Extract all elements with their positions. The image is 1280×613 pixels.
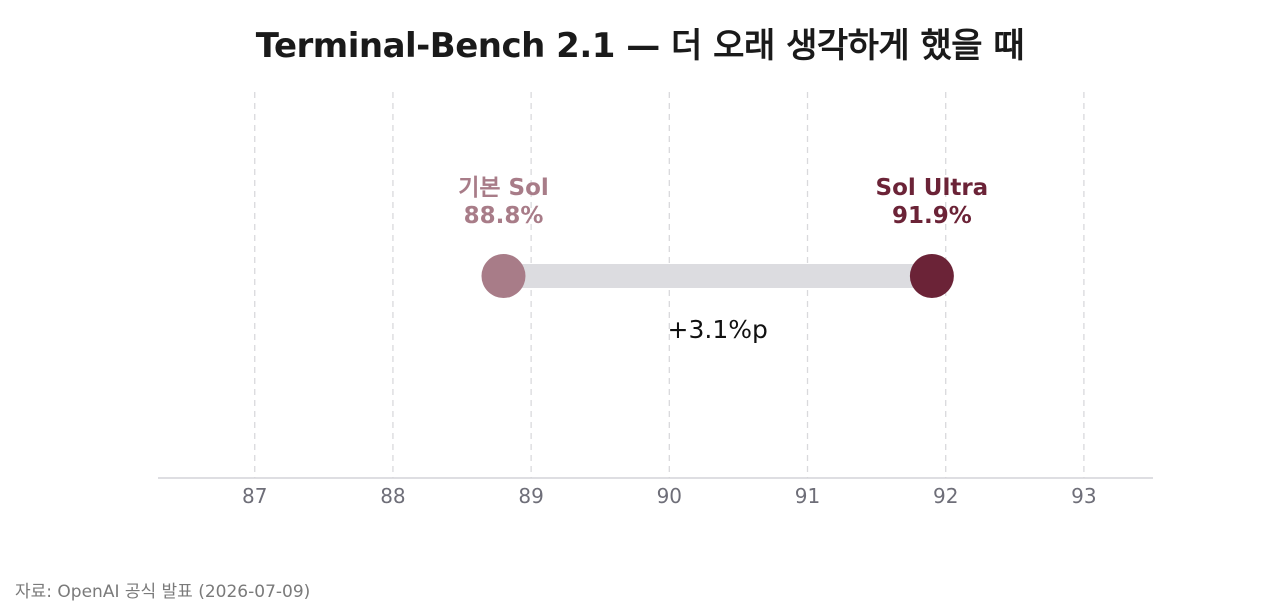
chart-title: Terminal-Bench 2.1 — 더 오래 생각하게 했을 때 — [255, 26, 1025, 66]
data-point-1 — [909, 254, 954, 298]
x-tick-label: 93 — [1071, 484, 1096, 508]
difference-label: +3.1%p — [668, 315, 768, 344]
x-axis-ticks: 87 88 89 90 91 92 93 — [242, 484, 1097, 508]
x-tick-label: 87 — [242, 484, 267, 508]
data-points — [481, 254, 954, 298]
point-value-label: 91.9% — [892, 203, 972, 229]
point-name-label: Sol Ultra — [876, 175, 989, 201]
point-value-label: 88.8% — [464, 203, 544, 229]
data-point-0 — [481, 254, 526, 298]
source-note: 자료: OpenAI 공식 발표 (2026-07-09) — [15, 582, 311, 602]
x-tick-label: 88 — [380, 484, 405, 508]
x-tick-label: 89 — [518, 484, 543, 508]
point-name-label: 기본 Sol — [458, 175, 549, 201]
difference-connector-bar — [503, 264, 932, 288]
x-tick-label: 92 — [933, 484, 958, 508]
x-tick-label: 91 — [795, 484, 820, 508]
x-tick-label: 90 — [657, 484, 682, 508]
